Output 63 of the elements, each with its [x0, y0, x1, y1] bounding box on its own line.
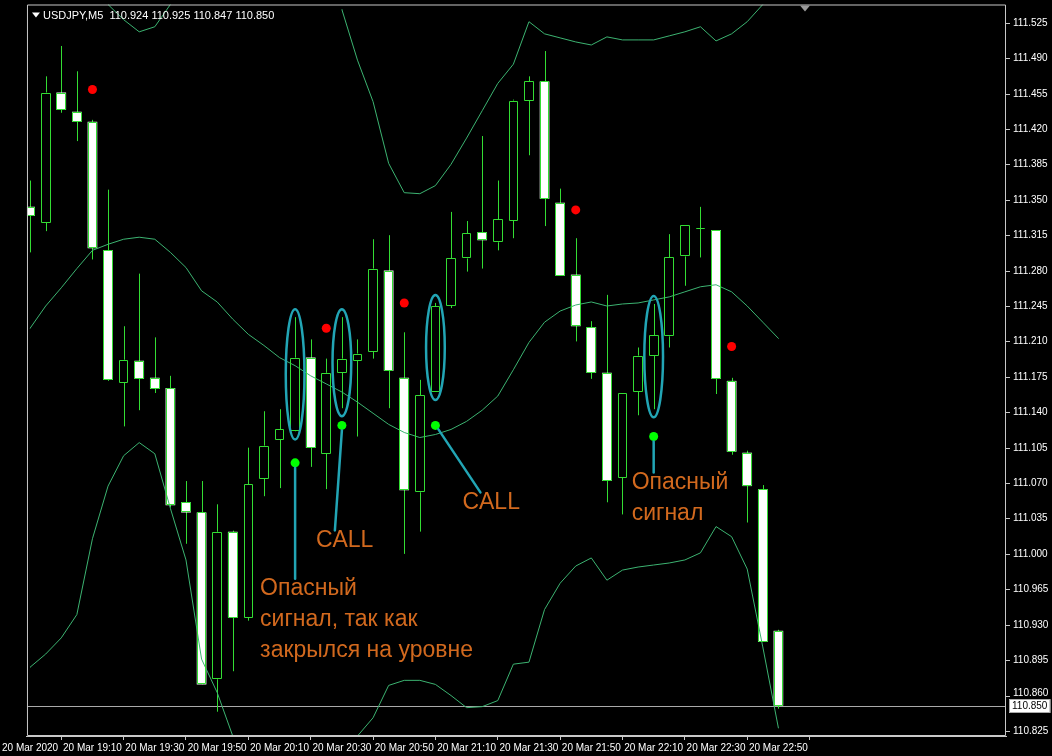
y-tick-label: 111.280 [1013, 264, 1049, 276]
candlestick [149, 336, 160, 394]
candlestick [134, 273, 145, 411]
x-tick-label: 20 Mar 20:30 [312, 741, 372, 753]
candlestick [352, 338, 363, 438]
point [87, 84, 97, 94]
annotation: Опасный сигнал [631, 467, 729, 525]
candlestick [524, 75, 534, 156]
point [430, 420, 440, 430]
chart-title: USDJPY,M5 110.924 110.925 110.847 110.850 [42, 8, 275, 21]
x-tick-label: 20 Mar 19:30 [125, 741, 185, 753]
candlestick [56, 45, 67, 114]
x-tick-label: 20 Mar 19:50 [187, 741, 248, 753]
candlestick [648, 303, 659, 410]
y-tick-label: 111.315 [1013, 228, 1049, 240]
point [337, 420, 347, 430]
x-tick-label: 20 Mar 20:50 [374, 741, 435, 753]
y-tick-label: 111.490 [1013, 51, 1049, 63]
y-tick-label: 110.965 [1013, 582, 1049, 594]
x-tick-label: 20 Mar 21:10 [437, 741, 497, 753]
x-tick-label: 20 Mar 22:50 [748, 741, 809, 753]
x-tick-label: 20 Mar 22:30 [686, 741, 746, 753]
x-tick-label: 20 Mar 20:10 [250, 741, 310, 753]
x-tick-label: 20 Mar 21:50 [561, 741, 622, 753]
candlestick [492, 180, 503, 251]
x-tick-label: 20 Mar 21:30 [499, 741, 559, 753]
point [571, 205, 581, 215]
candlestick [26, 180, 35, 253]
candlestick [118, 325, 129, 427]
annotation: CALL [462, 487, 521, 514]
ref-line-label: 110.850 [1012, 699, 1048, 711]
y-tick-label: 111.000 [1013, 547, 1049, 559]
y-tick-label: 110.860 [1013, 687, 1049, 699]
y-tick-label: 111.245 [1013, 299, 1049, 311]
y-tick-label: 111.385 [1013, 157, 1049, 169]
y-tick-label: 111.175 [1013, 370, 1049, 382]
candlestick [72, 70, 82, 142]
x-tick-label: 20 Mar 22:10 [624, 741, 684, 753]
annotation: CALL [315, 525, 374, 552]
point [649, 432, 659, 442]
point [727, 341, 737, 351]
y-tick-label: 111.035 [1013, 511, 1049, 523]
x-tick-label: 20 Mar 19:10 [62, 741, 123, 753]
candlestick [477, 135, 488, 270]
candlestick [181, 480, 191, 545]
x-tick-label: 20 Mar 2020 [2, 741, 59, 753]
point [399, 298, 409, 308]
candlestick [337, 316, 347, 409]
y-tick-label: 111.455 [1013, 87, 1049, 99]
y-tick-label: 111.420 [1013, 122, 1049, 134]
y-tick-label: 111.105 [1013, 441, 1049, 453]
candlestick [274, 408, 285, 489]
y-tick-label: 111.140 [1013, 405, 1049, 417]
y-tick-label: 110.930 [1013, 618, 1049, 630]
point [321, 323, 331, 333]
point [290, 458, 300, 468]
y-tick-label: 110.825 [1013, 724, 1049, 736]
y-tick-label: 111.525 [1013, 16, 1049, 28]
y-tick-label: 111.350 [1013, 193, 1049, 205]
y-tick-label: 110.895 [1013, 653, 1049, 665]
y-tick-label: 111.210 [1013, 334, 1049, 346]
annotation: Опасный сигнал, так как закрылся на уровне [260, 574, 474, 663]
y-tick-label: 111.070 [1013, 476, 1049, 488]
